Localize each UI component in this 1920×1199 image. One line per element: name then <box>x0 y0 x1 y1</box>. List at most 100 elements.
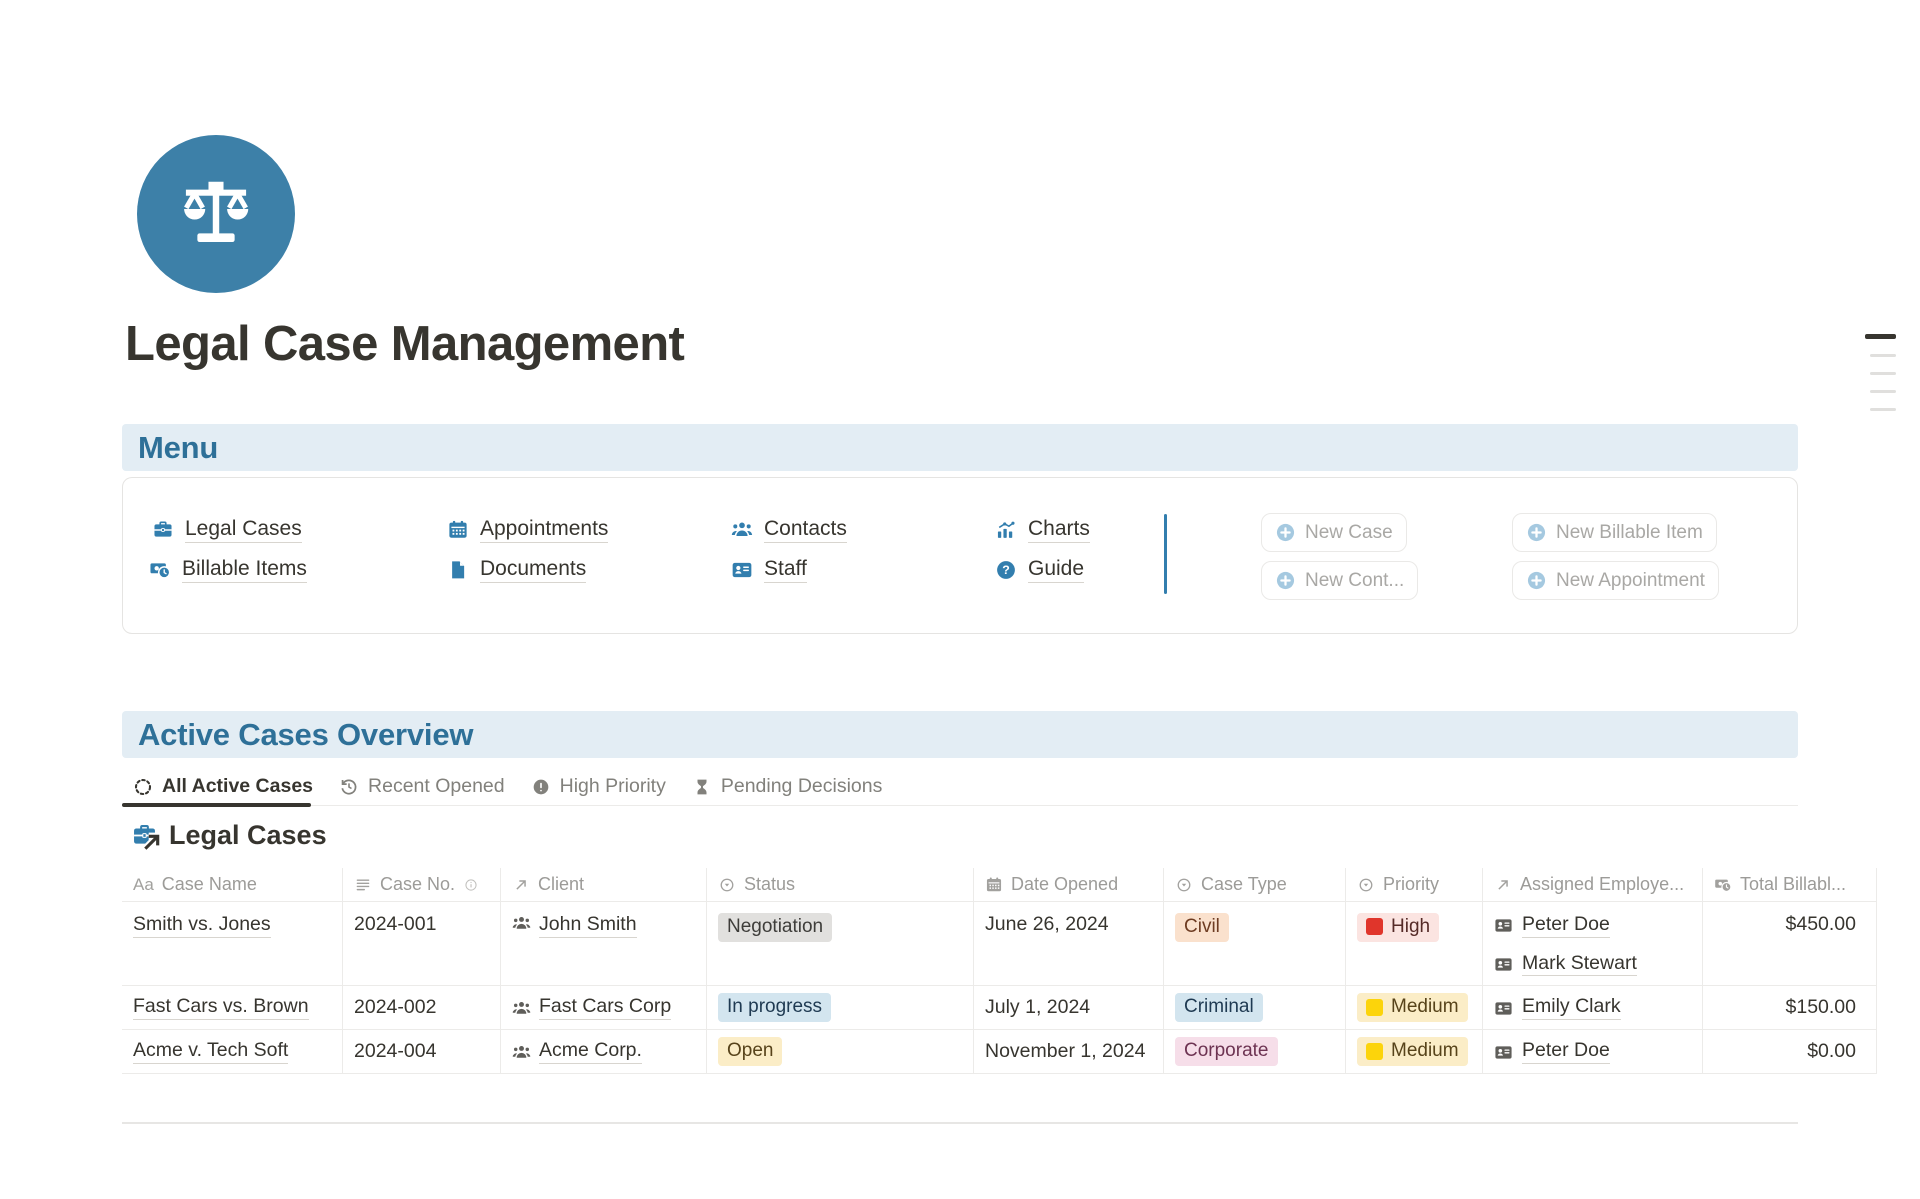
column-header-client[interactable]: Client <box>501 868 707 901</box>
column-header-date-opened[interactable]: Date Opened <box>974 868 1164 901</box>
menu-link-charts[interactable]: Charts <box>995 517 1090 543</box>
plus-circle-icon <box>1275 522 1296 543</box>
cell-client[interactable]: John Smith <box>501 902 707 985</box>
outline-bar[interactable] <box>1870 371 1896 375</box>
outline-bar[interactable] <box>1865 334 1896 339</box>
scales-of-justice-icon <box>184 181 249 242</box>
cell-case-name[interactable]: Acme v. Tech Soft <box>122 1030 343 1073</box>
new-case-button[interactable]: New Case <box>1261 513 1407 552</box>
select-property-icon <box>1177 878 1191 891</box>
linked-database-icon <box>131 822 162 852</box>
menu-link-label: Documents <box>480 557 587 583</box>
column-header-total-billable[interactable]: Total Billabl... <box>1703 868 1877 901</box>
cell-status[interactable]: In progress <box>707 986 974 1029</box>
briefcase-icon <box>153 521 173 538</box>
billable-icon <box>149 562 171 579</box>
select-property-icon <box>720 878 734 891</box>
cell-case-type[interactable]: Criminal <box>1164 986 1346 1029</box>
tab-pending-decisions[interactable]: Pending Decisions <box>692 775 882 798</box>
column-header-case-type[interactable]: Case Type <box>1164 868 1346 901</box>
column-header-case-no[interactable]: Case No. <box>343 868 501 901</box>
linked-arrow-icon <box>142 832 162 852</box>
people-icon <box>512 1001 531 1014</box>
cell-case-type[interactable]: Civil <box>1164 902 1346 985</box>
menu-vertical-divider <box>1164 514 1167 594</box>
alert-icon <box>533 779 548 794</box>
calendar-icon <box>449 520 467 538</box>
status-badge: Open <box>718 1037 783 1066</box>
database-title-label: Legal Cases <box>169 820 327 850</box>
menu-link-label: Charts <box>1028 517 1090 543</box>
database-title[interactable]: Legal Cases <box>131 820 327 852</box>
outline-bar[interactable] <box>1870 389 1896 393</box>
priority-badge: Medium <box>1357 1037 1468 1066</box>
outline-bar[interactable] <box>1870 353 1896 357</box>
menu-link-guide[interactable]: Guide <box>995 557 1085 583</box>
menu-link-staff[interactable]: Staff <box>731 557 807 583</box>
menu-link-billable-items[interactable]: Billable Items <box>149 557 307 583</box>
tab-high-priority[interactable]: High Priority <box>531 775 666 798</box>
plus-circle-icon <box>1526 570 1547 591</box>
menu-link-legal-cases[interactable]: Legal Cases <box>152 517 302 543</box>
cell-case-no[interactable]: 2024-004 <box>343 1030 501 1073</box>
cell-priority[interactable]: Medium <box>1346 1030 1483 1073</box>
menu-link-contacts[interactable]: Contacts <box>731 517 847 543</box>
employee-chip[interactable]: Peter Doe <box>1494 913 1637 938</box>
menu-link-label: Staff <box>764 557 807 583</box>
tab-recent-opened[interactable]: Recent Opened <box>339 775 505 798</box>
menu-link-label: Billable Items <box>182 557 307 583</box>
cell-total-billable[interactable]: $0.00 <box>1703 1030 1877 1073</box>
button-label: New Case <box>1305 521 1393 543</box>
new-contact-button[interactable]: New Cont... <box>1261 561 1419 600</box>
history-icon <box>341 778 357 795</box>
yellow-square-icon <box>1366 998 1383 1016</box>
cell-case-type[interactable]: Corporate <box>1164 1030 1346 1073</box>
red-square-icon <box>1366 918 1383 936</box>
new-billable-item-button[interactable]: New Billable Item <box>1512 513 1717 552</box>
cell-date-opened[interactable]: November 1, 2024 <box>974 1030 1164 1073</box>
cell-assigned-employees[interactable]: Emily Clark <box>1483 986 1703 1029</box>
outline-widget[interactable] <box>1862 334 1896 426</box>
button-label: New Billable Item <box>1556 521 1703 543</box>
menu-panel <box>122 477 1798 634</box>
column-header-assigned-employees[interactable]: Assigned Employe... <box>1483 868 1703 901</box>
cell-case-no[interactable]: 2024-001 <box>343 902 501 985</box>
cell-total-billable[interactable]: $450.00 <box>1703 902 1877 985</box>
cell-date-opened[interactable]: June 26, 2024 <box>974 902 1164 985</box>
employee-chip[interactable]: Mark Stewart <box>1494 952 1637 976</box>
cell-priority[interactable]: High <box>1346 902 1483 985</box>
menu-link-label: Legal Cases <box>185 517 302 543</box>
cell-case-name[interactable]: Fast Cars vs. Brown <box>122 986 343 1029</box>
menu-link-appointments[interactable]: Appointments <box>447 517 609 543</box>
yellow-square-icon <box>1366 1042 1383 1060</box>
column-header-status[interactable]: Status <box>707 868 974 901</box>
employee-chip[interactable]: Emily Clark <box>1494 995 1621 1020</box>
cell-client[interactable]: Acme Corp. <box>501 1030 707 1073</box>
overview-heading: Active Cases Overview <box>138 716 474 752</box>
table-row: Smith vs. Jones 2024-001 John Smith Nego… <box>122 902 1877 986</box>
column-header-case-name[interactable]: Aa Case Name <box>122 868 343 901</box>
tab-all-active-cases[interactable]: All Active Cases <box>133 775 313 798</box>
cell-client[interactable]: Fast Cars Corp <box>501 986 707 1029</box>
cell-case-name[interactable]: Smith vs. Jones <box>122 902 343 985</box>
cell-total-billable[interactable]: $150.00 <box>1703 986 1877 1029</box>
menu-link-label: Contacts <box>764 517 847 543</box>
cell-priority[interactable]: Medium <box>1346 986 1483 1029</box>
cell-date-opened[interactable]: July 1, 2024 <box>974 986 1164 1029</box>
button-label: New Appointment <box>1556 569 1705 591</box>
table-row: Fast Cars vs. Brown 2024-002 Fast Cars C… <box>122 986 1877 1030</box>
cell-case-no[interactable]: 2024-002 <box>343 986 501 1029</box>
new-appointment-button[interactable]: New Appointment <box>1512 561 1719 600</box>
info-icon <box>465 878 477 891</box>
cell-status[interactable]: Open <box>707 1030 974 1073</box>
cell-assigned-employees[interactable]: Peter Doe <box>1483 1030 1703 1073</box>
case-type-badge: Corporate <box>1175 1037 1278 1066</box>
cell-assigned-employees[interactable]: Peter Doe Mark Stewart <box>1483 902 1703 985</box>
cell-status[interactable]: Negotiation <box>707 902 974 985</box>
document-icon <box>452 561 465 579</box>
outline-bar[interactable] <box>1870 407 1896 411</box>
menu-link-documents[interactable]: Documents <box>447 557 587 583</box>
column-header-priority[interactable]: Priority <box>1346 868 1483 901</box>
plus-circle-icon <box>1526 522 1547 543</box>
employee-chip[interactable]: Peter Doe <box>1494 1039 1610 1064</box>
